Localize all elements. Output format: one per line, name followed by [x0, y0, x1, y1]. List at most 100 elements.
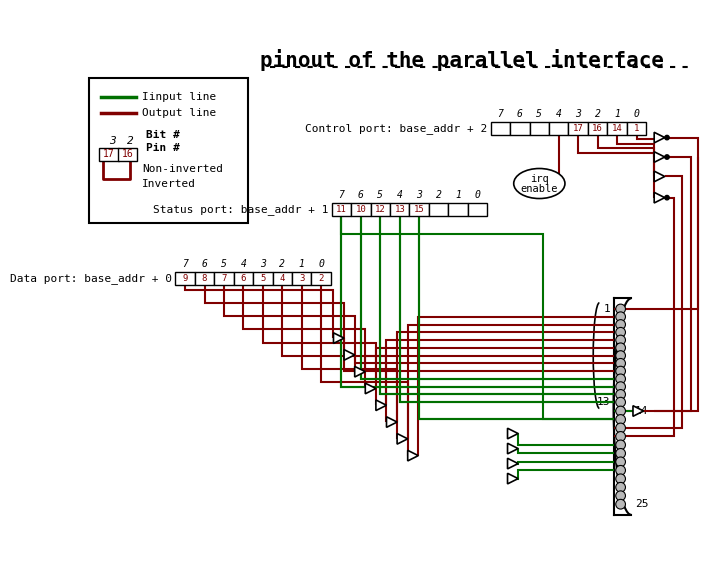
Text: 1: 1: [455, 190, 461, 200]
Text: 8: 8: [202, 274, 207, 283]
Circle shape: [665, 136, 669, 140]
Text: 7: 7: [339, 190, 344, 200]
Polygon shape: [508, 473, 518, 484]
Polygon shape: [508, 458, 518, 469]
Circle shape: [615, 343, 625, 353]
Text: 2: 2: [279, 259, 285, 269]
Circle shape: [615, 359, 625, 368]
Circle shape: [615, 351, 625, 360]
Bar: [530, 122, 549, 135]
Polygon shape: [386, 417, 397, 427]
Polygon shape: [654, 152, 665, 162]
Polygon shape: [508, 443, 518, 454]
Text: 5: 5: [536, 109, 543, 119]
Bar: [118, 148, 137, 161]
Polygon shape: [654, 132, 665, 143]
Bar: [449, 203, 468, 216]
Circle shape: [615, 415, 625, 424]
Bar: [468, 203, 487, 216]
Text: 0: 0: [475, 190, 480, 200]
Circle shape: [665, 196, 669, 200]
Text: 13: 13: [395, 205, 405, 214]
Circle shape: [615, 390, 625, 399]
Text: 0: 0: [634, 109, 639, 119]
Text: Bit #: Bit #: [147, 130, 180, 140]
Text: 5: 5: [221, 259, 227, 269]
Bar: [371, 203, 390, 216]
Text: 5: 5: [377, 190, 383, 200]
Bar: [549, 122, 569, 135]
Text: 7: 7: [222, 274, 226, 283]
Circle shape: [615, 499, 625, 509]
Circle shape: [615, 491, 625, 500]
Circle shape: [615, 482, 625, 492]
Text: 12: 12: [375, 205, 386, 214]
Text: 2: 2: [436, 190, 442, 200]
Text: Non-inverted: Non-inverted: [142, 164, 223, 174]
Text: 3: 3: [299, 274, 304, 283]
Bar: [510, 122, 530, 135]
Text: 1: 1: [299, 259, 305, 269]
Text: 4: 4: [280, 274, 285, 283]
Circle shape: [615, 304, 625, 314]
Circle shape: [615, 423, 625, 433]
Text: 3: 3: [576, 109, 581, 119]
Circle shape: [615, 335, 625, 345]
Bar: [607, 122, 627, 135]
Text: 2: 2: [318, 274, 324, 283]
Text: Control port: base_addr + 2: Control port: base_addr + 2: [305, 123, 487, 134]
Circle shape: [615, 466, 625, 475]
Circle shape: [615, 440, 625, 450]
Text: 7: 7: [498, 109, 503, 119]
Circle shape: [615, 398, 625, 407]
Text: irq: irq: [530, 174, 549, 184]
Text: enable: enable: [521, 184, 558, 194]
Bar: [627, 122, 646, 135]
Bar: [233, 272, 253, 285]
Bar: [175, 272, 195, 285]
Bar: [491, 122, 510, 135]
Text: 4: 4: [397, 190, 402, 200]
Ellipse shape: [514, 169, 565, 198]
Circle shape: [615, 448, 625, 458]
Text: 3: 3: [109, 136, 116, 146]
Polygon shape: [633, 406, 644, 416]
Bar: [429, 203, 449, 216]
Circle shape: [665, 155, 669, 159]
Text: pinout of the parallel interface: pinout of the parallel interface: [259, 49, 664, 72]
Bar: [215, 272, 233, 285]
Text: 14: 14: [612, 124, 622, 133]
Circle shape: [615, 431, 625, 441]
Polygon shape: [397, 434, 408, 444]
Text: Output line: Output line: [142, 108, 216, 118]
Bar: [390, 203, 409, 216]
Bar: [569, 122, 588, 135]
Bar: [292, 272, 311, 285]
Text: 9: 9: [182, 274, 188, 283]
Circle shape: [615, 320, 625, 329]
Text: 3: 3: [416, 190, 422, 200]
Polygon shape: [376, 400, 386, 411]
Text: Data port: base_addr + 0: Data port: base_addr + 0: [10, 273, 172, 284]
Circle shape: [615, 457, 625, 467]
Circle shape: [615, 327, 625, 337]
Circle shape: [615, 406, 625, 416]
Text: 3: 3: [260, 259, 266, 269]
Bar: [89, 78, 247, 223]
Text: 14: 14: [634, 406, 648, 416]
Bar: [351, 203, 371, 216]
Text: 6: 6: [358, 190, 364, 200]
Text: 6: 6: [517, 109, 523, 119]
Text: 16: 16: [122, 149, 133, 160]
Text: 25: 25: [634, 499, 648, 509]
Text: 15: 15: [414, 205, 425, 214]
Text: 5: 5: [260, 274, 266, 283]
Polygon shape: [334, 333, 344, 343]
Text: 17: 17: [573, 124, 583, 133]
Text: 4: 4: [556, 109, 562, 119]
Text: 16: 16: [592, 124, 603, 133]
Text: Iinput line: Iinput line: [142, 92, 216, 102]
Polygon shape: [355, 367, 365, 377]
Bar: [588, 122, 607, 135]
Bar: [332, 203, 351, 216]
